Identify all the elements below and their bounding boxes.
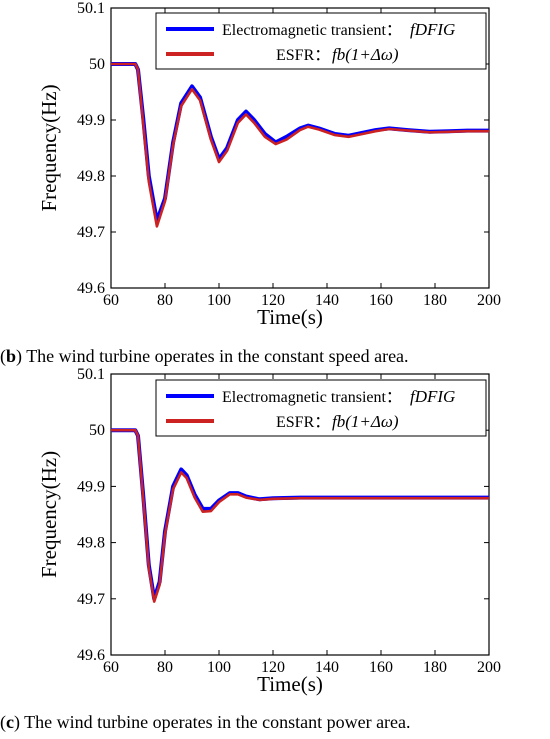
series-line-2: [111, 62, 489, 228]
x-tick-label: 120: [261, 659, 285, 676]
chart-panel-c: 60 80 100 120 140 160 180 200 49.6 49.7 49.8 49.9 50…: [37, 366, 501, 696]
x-tick-label: 200: [477, 659, 501, 676]
y-tick-label: 50.1: [77, 366, 105, 383]
x-tick-label: 100: [207, 292, 231, 309]
legend-label-2: ESFR：: [276, 414, 330, 431]
x-tick-label: 160: [369, 659, 393, 676]
legend-label-1: Electromagnetic transient：: [222, 389, 402, 406]
y-tick-label: 49.7: [77, 591, 105, 608]
caption-text-b: The wind turbine operates in the constan…: [22, 346, 409, 366]
x-tick-label: 140: [315, 292, 339, 309]
series-line-2: [111, 428, 489, 603]
legend-box: [155, 12, 487, 70]
x-tick-label: 80: [157, 292, 173, 309]
legend-math-2: fb(1+Δω): [332, 45, 399, 64]
y-tick-label: 50: [89, 56, 105, 73]
legend-label-1: Electromagnetic transient：: [222, 22, 402, 39]
legend-math-2: fb(1+Δω): [332, 412, 399, 431]
legend-label-2: ESFR：: [276, 47, 330, 64]
y-tick-label: 49.7: [77, 224, 105, 241]
x-tick-label: 160: [369, 292, 393, 309]
x-tick-label: 120: [261, 292, 285, 309]
x-tick-label: 200: [477, 292, 501, 309]
x-axis-label: Time(s): [257, 672, 323, 696]
caption-text-c: The wind turbine operates in the constan…: [20, 712, 411, 732]
chart-panel-b: 60 80 100 120 140 160 180 200 49.6 49.7 49.8 49.9 50…: [37, 0, 501, 329]
plot-frame: [110, 373, 490, 656]
y-axis-label: Frequency(Hz): [37, 84, 61, 211]
y-tick-label: 49.6: [77, 280, 105, 297]
x-tick-label: 140: [315, 659, 339, 676]
y-tick-label: 49.9: [77, 112, 105, 129]
x-axis-label: Time(s): [257, 305, 323, 329]
legend-math-1: fDFIG: [410, 20, 455, 39]
x-tick-label: 60: [103, 292, 119, 309]
y-tick-label: 49.9: [77, 478, 105, 495]
plot-frame: [110, 7, 490, 289]
series-line-1: [111, 62, 489, 223]
legend-math-1: fDFIG: [410, 387, 455, 406]
legend-box: [155, 379, 487, 437]
caption-panel-c: (c) The wind turbine operates in the con…: [0, 712, 411, 732]
x-tick-label: 100: [207, 659, 231, 676]
x-tick-label: 80: [157, 659, 173, 676]
y-tick-label: 49.6: [77, 647, 105, 664]
y-axis-label: Frequency(Hz): [37, 451, 61, 578]
y-tick-label: 50: [89, 422, 105, 439]
caption-letter-c: c: [6, 712, 14, 732]
y-tick-label: 49.8: [77, 168, 105, 185]
x-tick-label: 180: [423, 659, 447, 676]
caption-panel-b: (b) The wind turbine operates in the con…: [0, 346, 409, 366]
y-tick-label: 49.8: [77, 535, 105, 552]
x-tick-label: 180: [423, 292, 447, 309]
caption-letter-b: b: [6, 346, 17, 366]
x-tick-label: 60: [103, 659, 119, 676]
y-tick-label: 50.1: [77, 0, 105, 17]
